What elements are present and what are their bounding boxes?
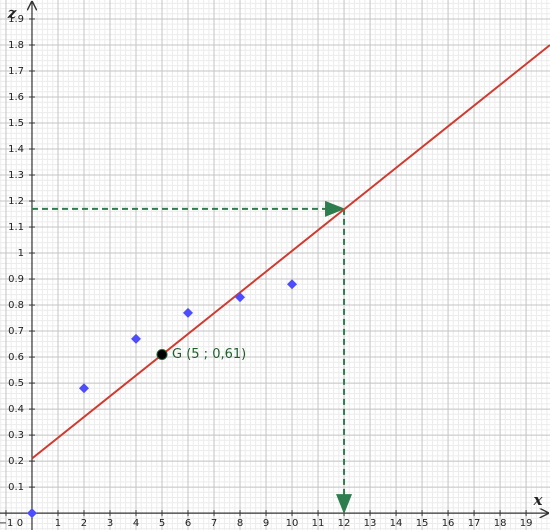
y-tick-label: 1.4	[8, 144, 24, 155]
x-tick-label: 19	[520, 518, 533, 529]
x-tick-label: 17	[468, 518, 481, 529]
x-tick-label: 1	[55, 518, 61, 529]
y-tick-label: 0.8	[8, 300, 24, 311]
y-tick-label: 0.1	[8, 482, 24, 493]
x-tick-label: 16	[442, 518, 455, 529]
data-point	[235, 292, 246, 303]
mean-point	[156, 348, 168, 360]
mean-point-label: G (5 ; 0,61)	[172, 347, 246, 362]
x-tick-label: 9	[263, 518, 269, 529]
data-point	[183, 307, 194, 318]
y-tick-label: 1.5	[8, 118, 24, 129]
y-tick-label: 0.4	[8, 404, 24, 415]
x-tick-label: 3	[107, 518, 113, 529]
x-tick-label: 13	[364, 518, 377, 529]
data-point	[78, 383, 89, 394]
y-tick-label: 1.8	[8, 40, 24, 51]
y-tick-label: 0.9	[8, 274, 24, 285]
y-tick-label: 1.7	[8, 66, 24, 77]
data-point	[26, 508, 37, 519]
z-axis-title: z	[7, 4, 17, 22]
marks: G (5 ; 0,61)	[26, 44, 550, 519]
y-tick-label: 0.6	[8, 352, 24, 363]
x-tick-label: 0	[17, 518, 23, 529]
y-tick-label: 1.1	[8, 222, 24, 233]
x-tick-label: 18	[494, 518, 507, 529]
regression-line	[31, 44, 550, 460]
y-tick-label: 1.9	[8, 14, 24, 25]
y-tick-label: 1.2	[8, 196, 24, 207]
x-tick-label: 4	[133, 518, 139, 529]
y-tick-label: 0.3	[8, 430, 24, 441]
y-tick-label: 1.3	[8, 170, 24, 181]
y-tick-label: 0.5	[8, 378, 24, 389]
x-axis-title: x	[533, 491, 544, 509]
data-point	[131, 333, 142, 344]
x-tick-label: 11	[312, 518, 325, 529]
x-tick-label: 10	[286, 518, 299, 529]
data-point	[287, 279, 298, 290]
y-tick-label: 1.6	[8, 92, 24, 103]
y-tick-label: 1	[18, 248, 24, 259]
x-tick-label: 8	[237, 518, 243, 529]
x-tick-label: −1	[0, 518, 13, 529]
x-tick-label: 12	[338, 518, 351, 529]
x-tick-label: 2	[81, 518, 87, 529]
x-tick-label: 6	[185, 518, 191, 529]
x-tick-label: 15	[416, 518, 429, 529]
x-tick-label: 7	[211, 518, 217, 529]
y-tick-label: 0.7	[8, 326, 24, 337]
y-tick-label: 0.2	[8, 456, 24, 467]
x-tick-label: 5	[159, 518, 165, 529]
x-tick-label: 14	[390, 518, 403, 529]
